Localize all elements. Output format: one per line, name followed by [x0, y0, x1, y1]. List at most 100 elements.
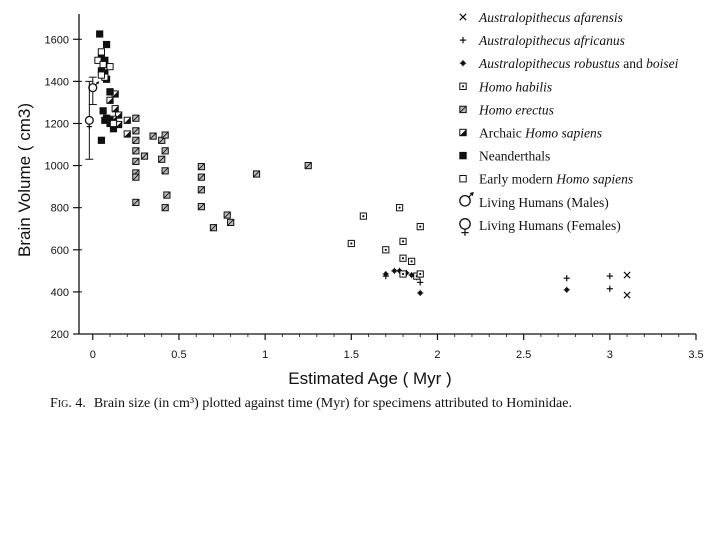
point-archaic-homo-sapiens [111, 105, 119, 113]
legend-label: Living Humans (Males) [479, 195, 609, 210]
point-homo-habilis [416, 270, 424, 278]
point-archaic-homo-sapiens [123, 130, 131, 138]
x-tick-label: 3 [607, 349, 613, 361]
point-homo-erectus [197, 173, 205, 181]
brain-volume-chart: 200 400 600 800 1000 1200 1400 1600 0 0.5 1 1.5 2 2.5… [15, 10, 704, 388]
point-australopithecus-afarensis [623, 271, 631, 279]
point-homo-erectus [197, 163, 205, 171]
point-homo-erectus [227, 218, 235, 227]
y-tick-label: 1200 [45, 118, 69, 130]
point-neanderthals [99, 107, 107, 115]
figure-caption-text: Brain size (in cm³) plotted against time… [93, 396, 572, 411]
x-tick-label: 1.5 [344, 349, 359, 361]
point-homo-habilis [395, 204, 404, 212]
y-tick-label: 1600 [45, 34, 69, 46]
legend-marker [459, 105, 467, 114]
point-neanderthals [97, 136, 106, 144]
point-homo-habilis [399, 270, 407, 278]
point-homo-erectus [161, 167, 169, 175]
point-homo-erectus [149, 132, 157, 140]
legend-label: Homo erectus [478, 102, 554, 117]
point-homo-erectus [223, 211, 231, 219]
point-homo-habilis [359, 212, 367, 220]
x-tick-label: 0 [90, 349, 96, 361]
legend: Australopithecus afarensis Australopithec… [459, 10, 679, 236]
y-tick-label: 600 [51, 245, 69, 257]
point-neanderthals [102, 40, 111, 49]
point-homo-erectus [161, 131, 169, 139]
point-homo-erectus [132, 114, 140, 122]
point-homo-habilis [399, 237, 407, 245]
point-neanderthals [96, 30, 104, 38]
x-tick-label: 1 [262, 349, 268, 361]
x-tick-label: 3.5 [688, 349, 703, 361]
point-homo-erectus [132, 198, 140, 207]
point-australopithecus-robustus-and-boisei [563, 286, 570, 293]
point-homo-erectus [197, 203, 205, 211]
point-early-modern-homo-sapiens [94, 56, 102, 64]
y-tick-label: 1400 [45, 76, 69, 88]
point-homo-habilis [382, 246, 390, 254]
x-axis-label: Estimated Age ( Myr ) [288, 369, 451, 388]
legend-marker [459, 36, 467, 44]
point-homo-erectus [132, 157, 140, 165]
point-homo-erectus [132, 127, 140, 135]
legend-marker [459, 175, 467, 183]
legend-marker [459, 13, 467, 21]
point-early-modern-homo-sapiens [97, 48, 106, 56]
legend-marker [459, 218, 471, 236]
point-homo-erectus [209, 224, 218, 232]
point-homo-erectus [132, 173, 140, 181]
y-tick-label: 1000 [45, 161, 69, 173]
legend-marker [459, 192, 474, 207]
point-homo-erectus [197, 186, 205, 194]
point-homo-erectus [161, 147, 169, 155]
point-homo-erectus [132, 136, 140, 144]
legend-label: Neanderthals [479, 149, 550, 164]
legend-label: Australopithecus afarensis [478, 10, 623, 25]
point-homo-erectus [140, 152, 149, 160]
point-australopithecus-robustus-and-boisei [382, 270, 389, 278]
point-early-modern-homo-sapiens [109, 119, 118, 128]
point-early-modern-homo-sapiens [97, 71, 106, 79]
legend-label: Archaic Homo sapiens [479, 126, 602, 141]
point-living-humans-males [88, 81, 100, 93]
legend-label: Early modern Homo sapiens [479, 172, 633, 187]
legend-label: Australopithecus africanus [478, 33, 625, 48]
point-neanderthals [106, 88, 114, 96]
point-australopithecus-afarensis [623, 291, 631, 299]
legend-label: Australopithecus robustus and boisei [478, 56, 679, 71]
legend-marker [459, 60, 467, 67]
point-homo-habilis [347, 239, 355, 248]
point-homo-erectus [161, 204, 169, 212]
point-homo-habilis [408, 257, 416, 265]
legend-marker [459, 151, 467, 160]
axes: 200 400 600 800 1000 1200 1400 1600 0 0.5 1 1.5 2 2.5… [45, 14, 704, 361]
point-australopithecus-africanus [563, 275, 570, 282]
y-axis-label: Brain Volume ( cm3) [15, 103, 34, 257]
point-homo-erectus [304, 161, 312, 170]
point-australopithecus-robustus-and-boisei [391, 267, 398, 274]
y-tick-label: 400 [51, 287, 69, 299]
point-homo-erectus [158, 155, 166, 163]
point-early-modern-homo-sapiens [106, 63, 114, 71]
x-tick-label: 0.5 [171, 349, 186, 361]
point-australopithecus-africanus [606, 285, 613, 292]
x-tick-label: 2.5 [516, 349, 531, 361]
point-homo-habilis [416, 223, 424, 231]
point-homo-erectus [252, 170, 261, 178]
y-tick-label: 200 [51, 329, 69, 341]
legend-marker [459, 82, 467, 90]
legend-label: Living Humans (Females) [479, 218, 621, 233]
point-archaic-homo-sapiens [106, 96, 114, 104]
point-homo-erectus [132, 147, 140, 155]
point-living-humans-females [84, 115, 94, 129]
y-tick-label: 800 [51, 203, 69, 215]
point-archaic-homo-sapiens [123, 116, 131, 124]
point-australopithecus-africanus [606, 273, 613, 280]
point-homo-habilis [399, 254, 407, 262]
point-australopithecus-africanus [417, 279, 424, 286]
legend-label: Homo habilis [478, 79, 552, 94]
point-early-modern-homo-sapiens [99, 60, 107, 69]
x-tick-label: 2 [434, 349, 440, 361]
